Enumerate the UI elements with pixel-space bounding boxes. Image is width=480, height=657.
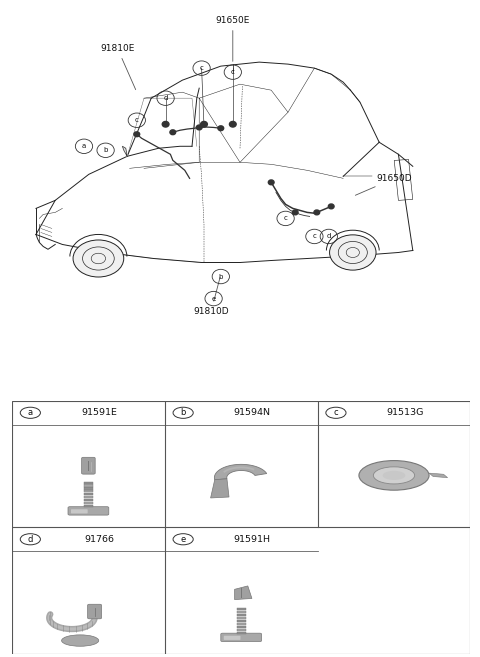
FancyBboxPatch shape: [82, 457, 95, 474]
Text: 91513G: 91513G: [386, 408, 423, 417]
Ellipse shape: [330, 235, 376, 270]
Bar: [237, 617, 246, 619]
FancyBboxPatch shape: [71, 509, 88, 514]
Bar: [84, 484, 93, 487]
Circle shape: [268, 180, 274, 185]
Circle shape: [328, 204, 334, 209]
Text: a: a: [82, 143, 86, 149]
Bar: [84, 502, 93, 505]
Bar: [237, 608, 246, 610]
Polygon shape: [429, 473, 448, 478]
Bar: [237, 614, 246, 616]
Bar: [394, 160, 413, 200]
Text: 91810E: 91810E: [100, 44, 136, 89]
Text: b: b: [103, 147, 108, 153]
FancyBboxPatch shape: [221, 633, 262, 642]
Circle shape: [229, 122, 236, 127]
Text: 91650E: 91650E: [216, 16, 250, 61]
Bar: [84, 496, 93, 499]
Ellipse shape: [359, 461, 429, 490]
Polygon shape: [215, 464, 267, 480]
Text: 91594N: 91594N: [233, 408, 270, 417]
Text: c: c: [135, 117, 139, 124]
Circle shape: [196, 125, 202, 130]
Ellipse shape: [61, 635, 99, 646]
Text: 91810D: 91810D: [193, 277, 229, 315]
FancyBboxPatch shape: [224, 636, 240, 640]
Ellipse shape: [383, 471, 405, 480]
Circle shape: [134, 132, 140, 137]
Text: c: c: [231, 69, 235, 75]
Ellipse shape: [73, 240, 124, 277]
Text: d: d: [28, 535, 33, 544]
Text: 91766: 91766: [84, 535, 114, 544]
Circle shape: [162, 122, 169, 127]
Bar: [84, 493, 93, 495]
Text: 91650D: 91650D: [355, 174, 412, 195]
Bar: [237, 620, 246, 622]
Bar: [84, 505, 93, 507]
Bar: [84, 487, 93, 489]
Polygon shape: [235, 586, 252, 600]
Circle shape: [170, 130, 176, 135]
Text: d: d: [163, 95, 168, 101]
Text: e: e: [212, 296, 216, 302]
Text: c: c: [312, 233, 316, 239]
FancyBboxPatch shape: [68, 507, 109, 515]
Bar: [84, 490, 93, 493]
Polygon shape: [211, 479, 229, 498]
Circle shape: [292, 210, 298, 215]
Circle shape: [218, 126, 224, 131]
Bar: [237, 629, 246, 631]
Text: e: e: [180, 535, 186, 544]
Bar: [237, 625, 246, 628]
Bar: [237, 611, 246, 613]
Text: b: b: [218, 273, 223, 279]
Text: 91591E: 91591E: [81, 408, 117, 417]
Text: b: b: [180, 408, 186, 417]
Circle shape: [201, 122, 207, 127]
Text: c: c: [334, 408, 338, 417]
Bar: [237, 623, 246, 625]
Text: a: a: [28, 408, 33, 417]
Bar: [84, 499, 93, 501]
Text: 91591H: 91591H: [233, 535, 270, 544]
Bar: [84, 482, 93, 484]
Text: c: c: [200, 65, 204, 71]
Circle shape: [314, 210, 320, 215]
FancyBboxPatch shape: [87, 604, 102, 619]
Text: c: c: [284, 215, 288, 221]
Bar: [237, 631, 246, 634]
Text: d: d: [326, 233, 331, 239]
Ellipse shape: [373, 467, 415, 484]
Polygon shape: [122, 147, 127, 156]
